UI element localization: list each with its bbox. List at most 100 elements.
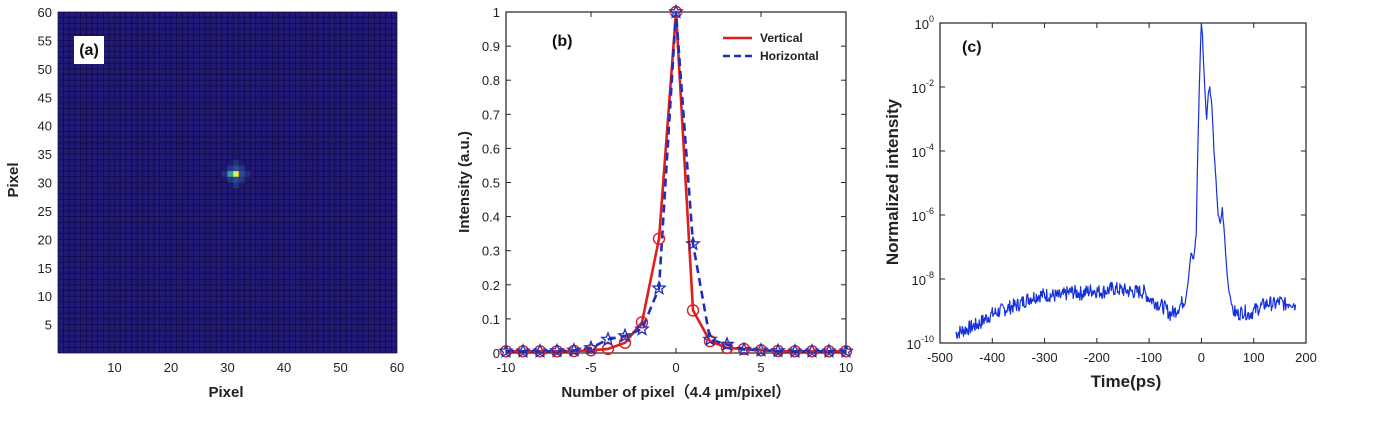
data-point-horizontal: [668, 3, 684, 19]
data-point-horizontal: [498, 342, 514, 359]
profile-y-label: Intensity (a.u.): [456, 131, 473, 233]
panel-label-b: (b): [552, 33, 572, 50]
tick-label: 30: [38, 176, 52, 191]
profile-series: [498, 3, 854, 359]
tick-label: 55: [38, 33, 52, 48]
tick-label: 10: [107, 360, 121, 375]
tick-label: 0.5: [482, 176, 500, 191]
tick-label: 35: [38, 147, 52, 162]
tick-label: 50: [333, 360, 347, 375]
data-point-vertical: [601, 342, 615, 356]
heatmap-x-label: Pixel: [208, 384, 243, 401]
data-point-vertical: [720, 341, 734, 355]
data-point-horizontal: [838, 342, 854, 359]
tick-label: 60: [38, 5, 52, 20]
data-point-horizontal: [804, 342, 820, 359]
series-line-intensity: [955, 22, 1297, 339]
profile-plot-area: [505, 11, 847, 354]
tick-label: -400: [979, 350, 1005, 365]
tick-label: 200: [1295, 350, 1317, 365]
tick-label: 25: [38, 204, 52, 219]
tick-label: 10-2: [912, 78, 934, 96]
tick-label: 0: [1198, 350, 1205, 365]
temporal-series: [955, 22, 1297, 339]
temporal-x-label: Time(ps): [1091, 372, 1162, 391]
data-point-horizontal: [736, 341, 752, 357]
legend-label-horizontal: Horizontal: [760, 49, 819, 63]
heatmap-cell: [233, 165, 239, 172]
temporal-x-ticks: -500 -400 -300 -200 -100 0 100 200: [927, 23, 1317, 365]
tick-label: 20: [38, 232, 52, 247]
heatmap-panel: (a) 10 20 30 40 50 60 5 10 15 20 25 30 35 40 45 50 55 60…: [5, 5, 404, 401]
data-point-horizontal: [685, 235, 701, 251]
data-point-horizontal: [617, 327, 633, 343]
tick-label: -200: [1084, 350, 1110, 365]
data-point-horizontal: [549, 342, 565, 358]
data-point-vertical: [635, 316, 649, 329]
tick-label: 0.1: [482, 312, 500, 327]
tick-label: 15: [38, 261, 52, 276]
heatmap-cell: [238, 176, 245, 183]
data-point-horizontal: [651, 279, 667, 295]
temporal-panel: -500 -400 -300 -200 -100 0 100 200 10010-210-41…: [883, 14, 1317, 391]
heatmap-cell: [227, 176, 234, 183]
tick-label: 10: [38, 289, 52, 304]
data-point-horizontal: [702, 331, 718, 347]
heatmap-x-ticks: 10 20 30 40 50 60: [107, 360, 404, 375]
tick-label: 100: [1243, 350, 1265, 365]
legend-label-vertical: Vertical: [760, 31, 803, 45]
tick-label: 20: [164, 360, 178, 375]
data-point-vertical: [686, 304, 700, 317]
data-point-vertical: [652, 232, 666, 245]
tick-label: 30: [220, 360, 234, 375]
tick-label: 0.9: [482, 39, 500, 54]
heatmap-cell: [238, 171, 245, 177]
heatmap-cell: [227, 171, 234, 177]
heatmap-peak-cell: [233, 171, 239, 177]
tick-label: 10-10: [907, 334, 934, 352]
profile-x-label: Number of pixel（4.4 μm/pixel）: [561, 383, 790, 401]
heatmap-cell: [227, 165, 234, 172]
heatmap-y-ticks: 5 10 15 20 25 30 35 40 45 50 55 60: [38, 5, 52, 333]
heatmap-cell: [221, 171, 228, 177]
tick-label: 10-6: [912, 206, 934, 224]
heatmap-cell: [233, 182, 239, 189]
tick-label: 5: [45, 318, 52, 333]
heatmap-cell: [244, 171, 251, 177]
heatmap-y-label: Pixel: [5, 162, 22, 197]
tick-label: 0.6: [482, 141, 500, 156]
panel-label-a-box: [74, 36, 104, 64]
data-point-horizontal: [566, 341, 582, 357]
tick-label: 0.3: [482, 244, 500, 259]
tick-label: -5: [585, 360, 597, 375]
heatmap-peak: [221, 159, 251, 189]
profile-panel: -10 -5 0 5 10 00.10.20.30.40.50.60.70.80.91 …: [456, 3, 854, 401]
data-point-horizontal: [719, 336, 735, 352]
tick-label: 40: [38, 119, 52, 134]
data-point-vertical: [584, 344, 598, 357]
temporal-y-ticks: 100 10-2 10-4 10-6 10-8 10-10: [907, 14, 1306, 352]
tick-label: 10-8: [912, 270, 934, 288]
tick-label: -300: [1032, 350, 1058, 365]
profile-legend: Vertical Horizontal: [723, 31, 819, 63]
tick-label: 0.8: [482, 73, 500, 88]
data-point-horizontal: [821, 342, 837, 359]
tick-label: 10-4: [912, 142, 934, 160]
tick-label: 0.4: [482, 210, 500, 225]
tick-label: 60: [390, 360, 404, 375]
heatmap-grid: [57, 11, 398, 354]
tick-label: 0: [493, 346, 500, 361]
data-point-horizontal: [634, 320, 650, 336]
tick-label: -500: [927, 350, 953, 365]
data-point-horizontal: [600, 331, 616, 347]
data-point-horizontal: [770, 342, 786, 358]
tick-label: 0.2: [482, 278, 500, 293]
tick-label: 40: [277, 360, 291, 375]
panel-label-a: (a): [79, 42, 99, 59]
data-point-vertical: [703, 334, 717, 348]
tick-label: 5: [757, 360, 764, 375]
tick-label: 0: [672, 360, 679, 375]
data-point-horizontal: [787, 342, 803, 359]
data-point-vertical: [618, 336, 632, 349]
heatmap-cell: [233, 176, 239, 183]
